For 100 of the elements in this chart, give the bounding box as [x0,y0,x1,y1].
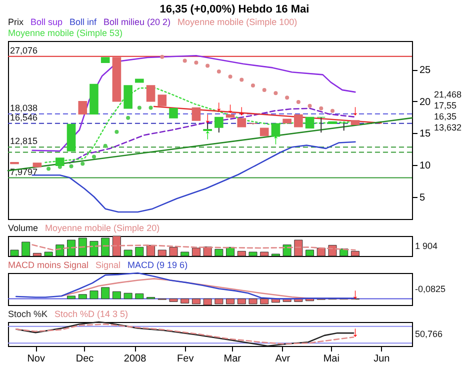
bar [78,238,87,256]
bar [124,250,132,256]
text: 16,35 [434,111,457,122]
text: 50,766 [415,329,443,339]
x-tick-label: Jun [374,354,390,364]
x-tick-label: 2008 [124,354,147,364]
bar [237,298,246,304]
annotation: ↓ [215,97,222,114]
point [308,104,312,108]
bar [306,250,314,256]
x-tick-label: Avr [275,354,291,364]
x-tick-label: Dec [76,354,94,364]
series-label: Stoch %K [8,309,48,319]
point [285,96,290,100]
bar [90,290,98,300]
annotation: ↑ [204,126,212,142]
bar [56,244,64,256]
bar [192,298,200,304]
bar [260,298,269,304]
y-tick-label: 20 [420,96,432,108]
bar [10,250,19,256]
bar [248,298,258,304]
text: Boll milieu (20 2) [104,17,171,27]
text: MACD moins Signal [8,260,89,270]
candlestick [146,85,156,102]
candlestick [124,85,132,109]
bar [180,298,190,304]
bar [271,254,280,256]
annotation: ↓ [352,285,359,302]
point [114,130,119,134]
point [160,54,164,59]
bar [112,291,121,300]
bar [158,250,166,256]
point [69,164,74,168]
point [103,144,108,148]
bar [67,296,76,300]
point [194,60,198,65]
bar [67,240,76,256]
annotation: ↓ [226,99,234,116]
y-axis-title: Volume [8,223,38,233]
point [262,88,266,92]
bar [135,246,144,256]
bar [22,242,30,256]
text: Moyenne mobile (Simple 53) [8,28,123,38]
point [330,108,334,113]
text: Moyenne mobile (Simple 100) [178,17,298,27]
point [126,116,130,120]
candlestick [192,107,201,121]
y-axis-title: Prix [8,17,24,27]
point [296,100,300,104]
bar [328,244,337,256]
y-tick-label: 5 [420,192,426,204]
point [216,70,221,74]
candlestick [169,108,178,118]
annotation: ↓ [352,324,359,340]
ref-line-label: 12,815 [10,136,38,146]
point [319,106,324,110]
candlestick [316,116,326,134]
point [206,64,210,68]
annotation: ↓ [204,110,212,126]
bar [192,248,200,256]
text: 1 904 [415,241,438,251]
point [228,74,232,79]
bar [282,244,292,256]
bar [180,252,190,256]
x-tick-label: Fev [177,354,194,364]
series-label: Signal [96,260,121,270]
text: 17,55 [434,100,457,110]
bar [101,238,110,256]
point [92,154,96,159]
chart-title: 16,35 (+0,00%) Hebdo 16 Mai [160,4,310,16]
bar [32,252,42,256]
bar [44,252,53,256]
bar [169,298,178,302]
text: 21,468 [434,89,462,100]
series-label: Moyenne mobile (Simple 20) [45,223,160,233]
bar [350,250,360,256]
bar [214,298,224,304]
bar [260,252,269,256]
candlestick [294,114,303,128]
candlestick [78,100,88,115]
bar [226,298,235,304]
candlestick [158,94,167,106]
point [274,91,278,96]
bar [78,294,87,300]
bar [135,293,144,300]
text: Boll inf [70,17,98,27]
ref-line-label: 18,038 [10,102,38,113]
bar [316,248,326,256]
bar [146,244,156,256]
point [46,166,51,171]
point [182,58,187,63]
bar [203,246,212,256]
bar [124,292,132,300]
series-label: Stoch %D (14 3 5) [54,309,128,319]
bar [340,248,348,256]
text: 13,632 [434,122,462,132]
bar [294,240,303,256]
y-tick-label: 15 [420,128,432,140]
bar [90,240,98,256]
